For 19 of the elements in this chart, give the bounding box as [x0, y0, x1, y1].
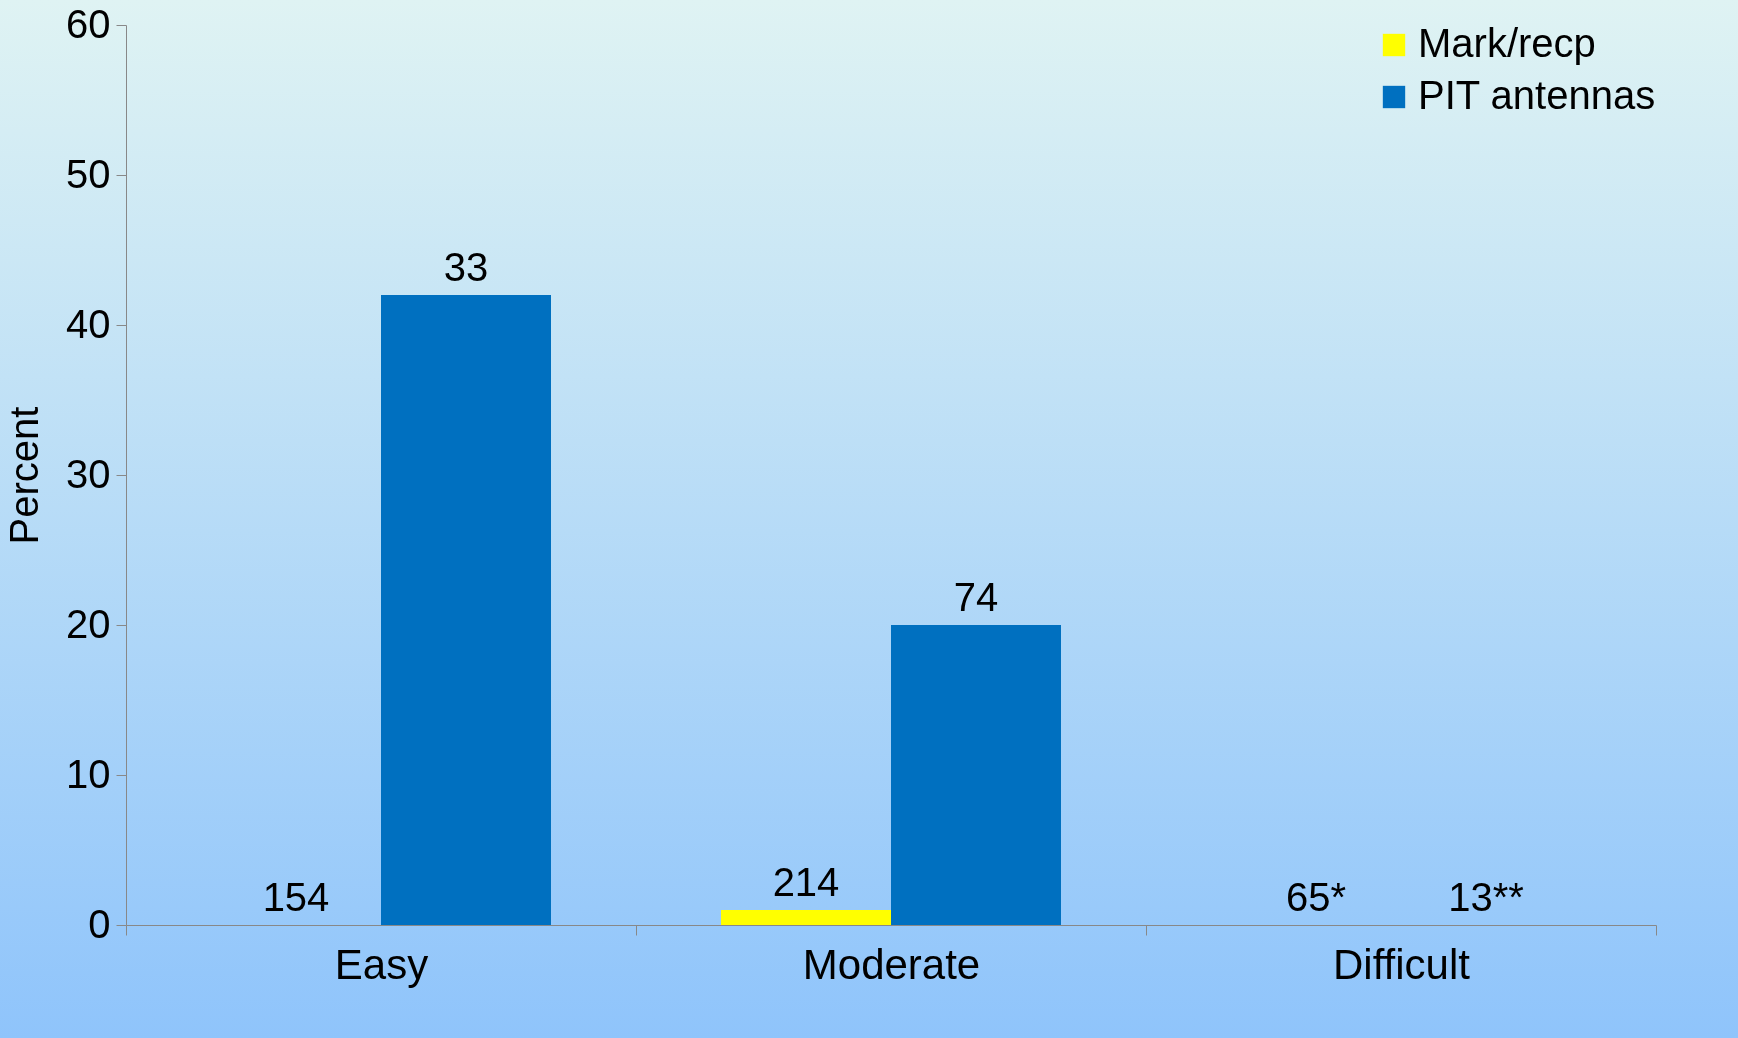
x-tick-label: Moderate [802, 940, 981, 988]
annotation: 65* [1285, 875, 1347, 919]
legend-label: PIT antennas [1418, 73, 1656, 117]
annotation: 74 [953, 575, 999, 619]
y-tick-label: 0 [88, 901, 111, 946]
y-tick-label: 30 [66, 451, 111, 496]
annotation: 214 [772, 860, 840, 904]
x-tick-label: Easy [334, 940, 429, 988]
y-tick-label: 50 [66, 151, 111, 196]
legend-label: Mark/recp [1418, 21, 1596, 65]
annotation: 154 [262, 875, 330, 919]
y-tick-label: 40 [66, 301, 111, 346]
y-tick-label: 10 [66, 751, 111, 796]
y-tick-label: 20 [66, 601, 111, 646]
x-tick-label: Difficult [1333, 940, 1471, 988]
annotation: 13** [1448, 875, 1524, 919]
y-tick-label: 60 [66, 1, 111, 46]
y-axis-title: Percent [2, 406, 47, 545]
annotation: 33 [443, 245, 489, 289]
